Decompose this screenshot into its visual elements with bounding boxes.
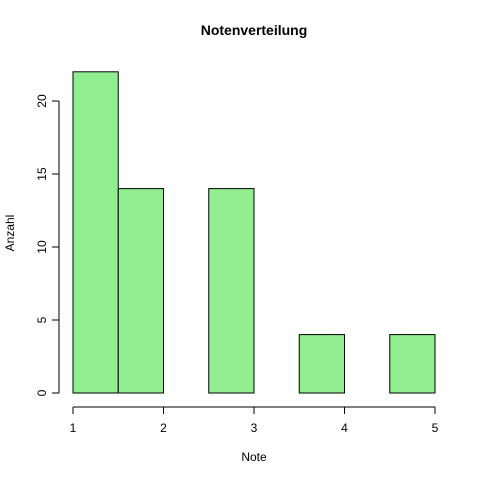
y-tick-label: 15	[35, 167, 49, 181]
y-tick-label: 10	[35, 240, 49, 254]
histogram-bar-8	[389, 334, 436, 394]
x-tick-label: 3	[251, 421, 258, 435]
y-axis-label: Anzahl	[3, 215, 17, 252]
x-tick-label: 4	[341, 421, 348, 435]
x-axis-label: Note	[241, 450, 267, 464]
y-tick-label: 0	[35, 389, 49, 396]
x-axis: 1 2 3 4 5	[70, 406, 439, 435]
y-axis: 0 5 10 15 20	[35, 94, 60, 396]
x-tick-label: 2	[160, 421, 167, 435]
y-tick-label: 20	[35, 94, 49, 108]
bars-group	[72, 71, 436, 394]
histogram-bar-6	[298, 334, 345, 394]
histogram-bar-2	[117, 188, 164, 394]
y-tick-label: 5	[35, 316, 49, 323]
histogram-bar-1	[72, 71, 119, 394]
x-tick-label: 1	[70, 421, 77, 435]
histogram-bar-4	[208, 188, 255, 394]
x-tick-label: 5	[432, 421, 439, 435]
chart-title: Notenverteilung	[201, 22, 308, 38]
